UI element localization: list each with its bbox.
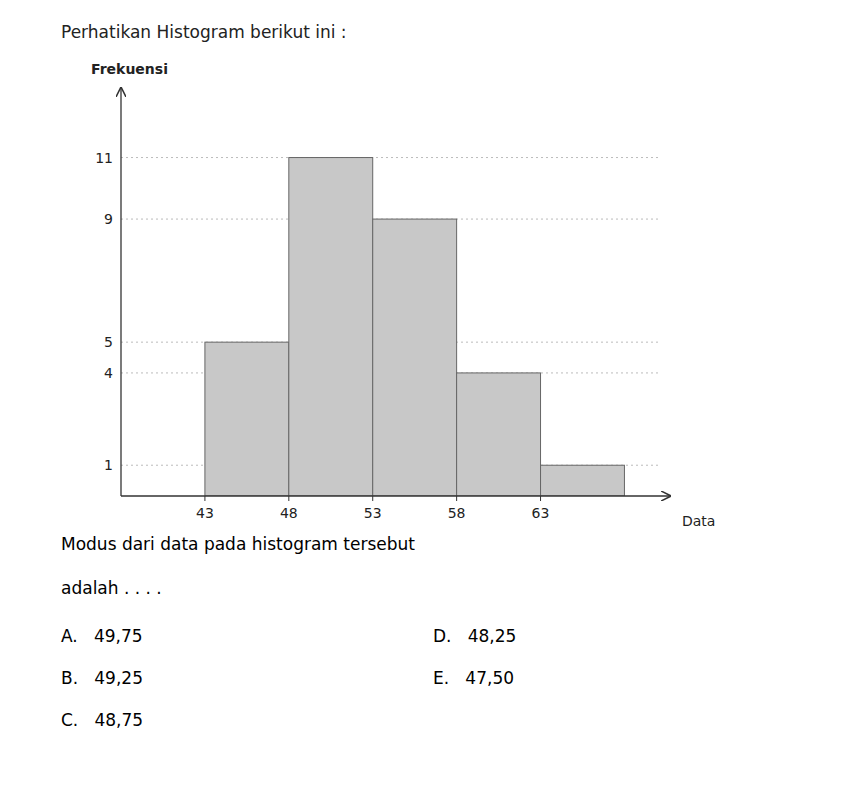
- x-tick: [288, 496, 289, 501]
- x-tick-label: 43: [196, 505, 214, 521]
- option-text: B. 49,25: [61, 668, 143, 688]
- x-tick-label: 58: [448, 505, 466, 521]
- option-text: E. 47,50: [433, 668, 514, 688]
- bar: [457, 373, 541, 496]
- y-tick-label: 11: [95, 150, 113, 166]
- x-tick: [540, 496, 541, 501]
- y-tick-label: 4: [104, 365, 113, 381]
- bar: [289, 158, 373, 496]
- y-tick-label: 5: [104, 334, 113, 350]
- y-tick-label: 9: [104, 211, 113, 227]
- question-text: Modus dari data pada histogram tersebut: [61, 534, 415, 554]
- x-axis-line: [121, 495, 670, 496]
- bars: [205, 158, 625, 496]
- y-axis-label: Frekuensi: [91, 61, 168, 77]
- question-text: adalah . . . .: [61, 578, 162, 598]
- bar: [373, 219, 457, 496]
- chart-container: Perhatikan Histogram berikut ini : 43 48 53…: [0, 0, 866, 800]
- x-tick-label: 63: [532, 505, 550, 521]
- chart: Perhatikan Histogram berikut ini : 43 48 53…: [0, 0, 866, 800]
- title: Perhatikan Histogram berikut ini :: [61, 22, 347, 42]
- bar: [205, 342, 289, 496]
- option-text: C. 48,75: [61, 710, 143, 730]
- x-tick-label: 48: [280, 505, 298, 521]
- x-tick: [456, 496, 457, 501]
- x-tick: [204, 496, 205, 501]
- bar: [541, 465, 625, 496]
- option-text: A. 49,75: [61, 626, 143, 646]
- option-text: D. 48,25: [433, 626, 516, 646]
- x-axis-label: Data: [682, 513, 715, 529]
- grid-line: [121, 157, 658, 158]
- x-tick: [372, 496, 373, 501]
- y-tick-label: 1: [104, 457, 113, 473]
- x-tick-label: 53: [364, 505, 382, 521]
- y-axis-line: [120, 88, 121, 496]
